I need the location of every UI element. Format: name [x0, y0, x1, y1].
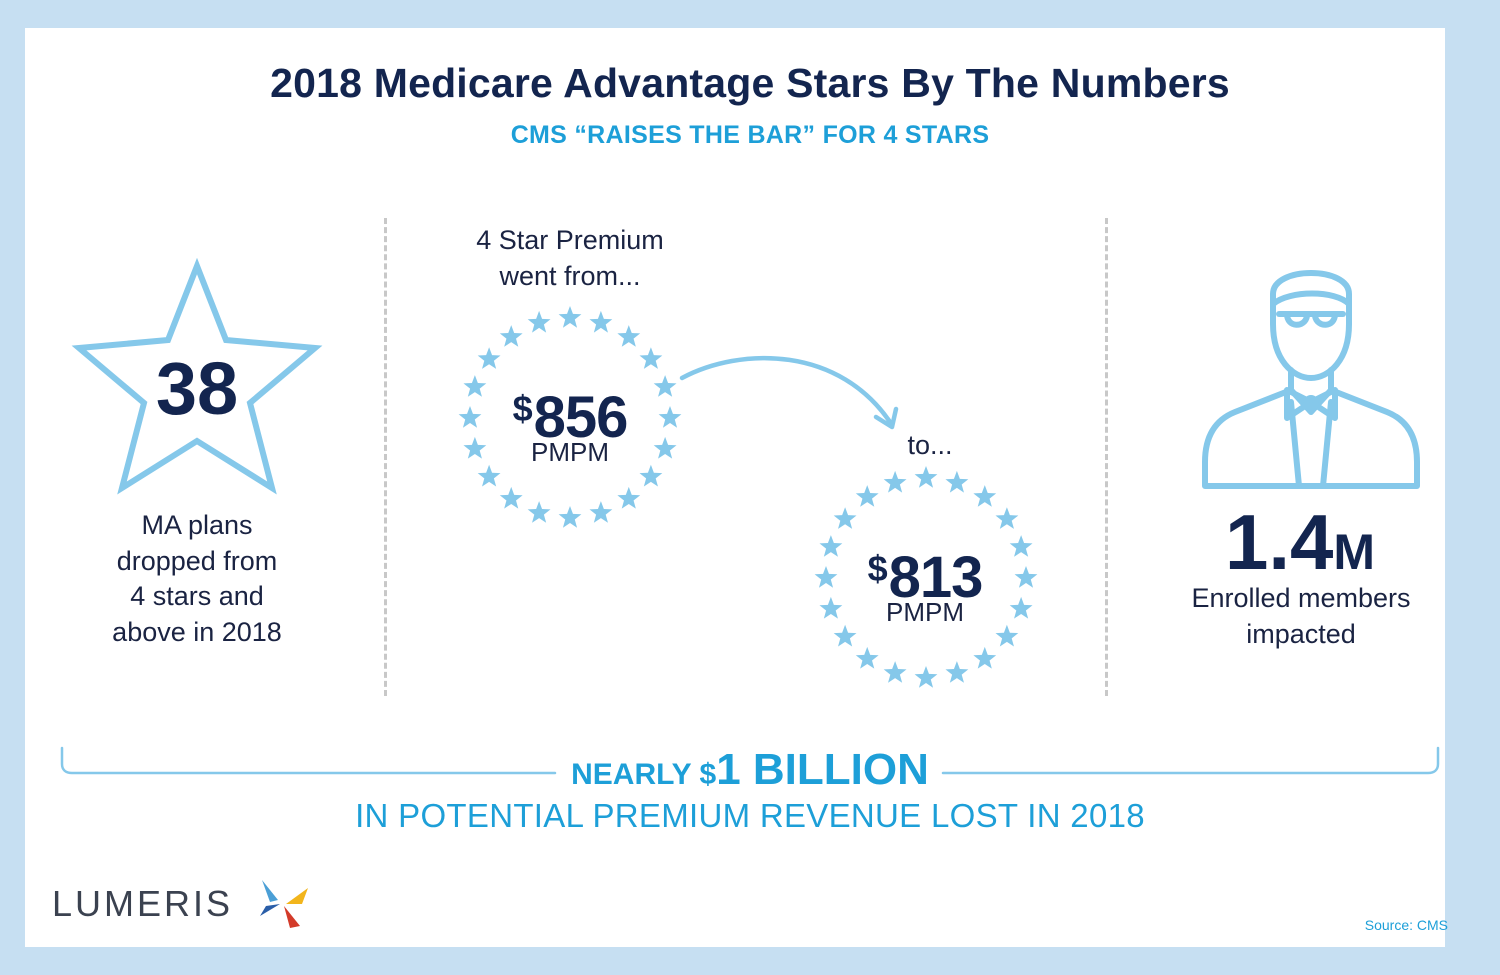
caption-line: 4 stars and	[130, 581, 264, 611]
ring-star	[639, 464, 663, 487]
ring-star	[883, 470, 907, 493]
caption-line: MA plans	[141, 510, 253, 540]
headline-subline: IN POTENTIAL PREMIUM REVENUE LOST IN 201…	[355, 797, 1145, 834]
ring-star	[833, 624, 857, 647]
ring-star	[463, 436, 487, 459]
ring-star	[995, 624, 1019, 647]
headline: NEARLY $1 BILLION	[0, 744, 1500, 806]
premium-from-value: $856	[460, 378, 680, 449]
ring-star	[558, 306, 582, 328]
ring-star	[855, 485, 879, 507]
ring-star	[558, 506, 582, 528]
intro-line: went from...	[499, 260, 641, 291]
source-note: Source: CMS	[1364, 917, 1448, 933]
ring-star	[463, 375, 487, 397]
ring-star	[945, 470, 969, 493]
premium-to-unit: PMPM	[886, 597, 964, 627]
premium-from-amount: 856	[533, 385, 629, 450]
ring-star	[589, 310, 613, 333]
members-impacted-caption: Enrolled members impacted	[1150, 581, 1452, 652]
ring-star	[1009, 535, 1033, 557]
curved-arrow-icon	[679, 355, 899, 430]
ring-star	[458, 406, 482, 428]
currency-symbol: $	[512, 388, 533, 429]
ring-star	[995, 507, 1019, 529]
ring-star	[833, 507, 857, 529]
page-subtitle: CMS “RAISES THE BAR” FOR 4 STARS	[510, 121, 990, 149]
ring-star	[973, 646, 997, 669]
intro-line: 4 Star Premium	[476, 225, 664, 255]
ring-star	[973, 485, 997, 507]
ring-star	[639, 347, 663, 369]
plans-dropped-caption: MA plans dropped from 4 stars and above …	[57, 508, 337, 650]
ring-star	[883, 661, 907, 683]
ring-star	[499, 325, 523, 347]
ring-star	[945, 661, 969, 683]
star-ring-icon	[458, 306, 682, 528]
headline-amount: 1 BILLION	[716, 745, 929, 794]
members-number: 1.4	[1224, 498, 1334, 586]
ring-star	[819, 535, 843, 557]
ring-star	[527, 501, 551, 523]
caption-line: impacted	[1246, 618, 1356, 649]
premium-to-amount: 813	[888, 545, 984, 610]
caption-line: above in 2018	[112, 616, 282, 647]
page-title: 2018 Medicare Advantage Stars By The Num…	[270, 60, 1230, 106]
bracket-line	[60, 746, 1440, 775]
caption-line: dropped from	[116, 545, 278, 576]
section-divider-left	[384, 218, 387, 696]
ring-star	[914, 466, 938, 488]
section-divider-right	[1105, 218, 1108, 696]
ring-star	[477, 464, 501, 487]
lumeris-logo-mark	[260, 880, 308, 928]
currency-symbol: $	[867, 548, 888, 589]
premium-intro: 4 Star Premium went from...	[430, 223, 710, 294]
caption-line: Enrolled members	[1191, 583, 1411, 613]
plans-dropped-value: 38	[155, 347, 239, 430]
ring-star	[589, 501, 613, 523]
ring-star	[477, 347, 501, 369]
premium-from-unit: PMPM	[531, 437, 609, 467]
person-bowtie-icon	[1202, 270, 1420, 489]
ring-star	[814, 566, 838, 588]
ring-star	[653, 436, 677, 459]
ring-star	[855, 646, 879, 669]
members-suffix: M	[1333, 524, 1376, 580]
ring-star	[617, 325, 641, 347]
ring-star	[653, 375, 677, 397]
ring-star	[1014, 566, 1038, 588]
ring-star	[527, 310, 551, 333]
ring-star	[658, 406, 682, 428]
members-impacted-value: 1.4M	[1180, 500, 1420, 594]
ring-star	[819, 596, 843, 619]
currency-symbol: $	[699, 758, 717, 791]
star-ring-icon	[814, 466, 1038, 688]
to-label: to...	[907, 430, 953, 460]
premium-to-value: $813	[815, 538, 1035, 609]
headline-prefix: NEARLY	[571, 758, 700, 791]
star-outline-icon	[71, 258, 323, 495]
ring-star	[617, 486, 641, 509]
ring-star	[914, 666, 938, 688]
brand-logo-text: LUMERIS	[52, 883, 234, 924]
ring-star	[499, 486, 523, 509]
ring-star	[1009, 596, 1033, 619]
